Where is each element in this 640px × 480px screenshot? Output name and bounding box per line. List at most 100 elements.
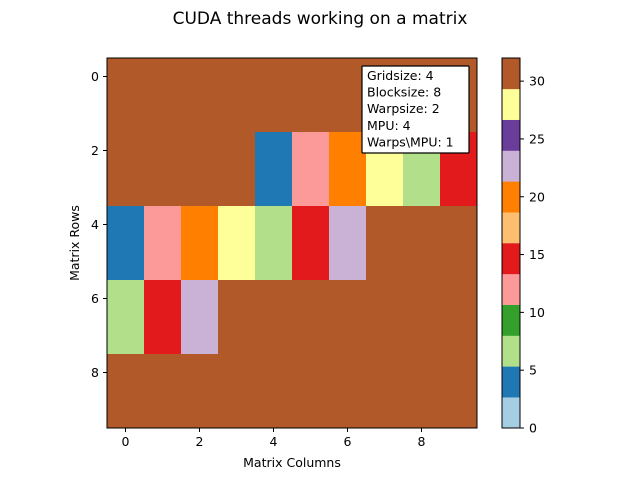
heatmap-cell — [218, 354, 256, 392]
heatmap-cell — [144, 206, 182, 244]
heatmap-cell — [329, 95, 367, 133]
heatmap-cell — [144, 95, 182, 133]
colorbar-tick-label: 25 — [529, 131, 545, 146]
heatmap-cell — [255, 206, 293, 244]
heatmap-cell — [329, 317, 367, 355]
heatmap-cell — [255, 243, 293, 281]
heatmap-cell — [366, 243, 404, 281]
heatmap-cell — [107, 354, 145, 392]
y-tick-label: 6 — [91, 291, 99, 306]
heatmap-cell — [403, 206, 441, 244]
heatmap-cell — [329, 132, 367, 170]
x-tick-label: 6 — [344, 434, 352, 449]
heatmap-cell — [292, 169, 330, 207]
colorbar: 0 5 10 15 20 25 30 — [501, 57, 545, 436]
heatmap-cell — [218, 132, 256, 170]
heatmap-cell — [181, 391, 219, 429]
heatmap-cell — [440, 391, 478, 429]
heatmap-cell — [292, 206, 330, 244]
heatmap-cell — [292, 95, 330, 133]
colorbar-segment — [502, 150, 520, 182]
heatmap-cell — [292, 354, 330, 392]
heatmap-cell — [107, 206, 145, 244]
colorbar-segment — [502, 119, 520, 151]
heatmap-cell — [255, 391, 293, 429]
colorbar-segment — [502, 181, 520, 213]
heatmap-cell — [218, 169, 256, 207]
colorbar-segment — [502, 335, 520, 367]
heatmap-cell — [181, 95, 219, 133]
x-axis-label: Matrix Columns — [243, 455, 341, 470]
colorbar-tick-label: 5 — [529, 363, 537, 378]
annotation-line: Blocksize: 8 — [367, 85, 441, 100]
annotation-line: Warps\MPU: 1 — [367, 134, 454, 149]
heatmap-cell — [144, 243, 182, 281]
y-tick-label: 2 — [91, 143, 99, 158]
annotation-line: Warpsize: 2 — [367, 101, 440, 116]
heatmap-cell — [144, 354, 182, 392]
heatmap-cell — [329, 280, 367, 318]
colorbar-segment — [502, 397, 520, 429]
y-axis-ticks: 0 2 4 6 8 — [91, 69, 107, 380]
heatmap-cell — [292, 391, 330, 429]
heatmap-cell — [292, 280, 330, 318]
heatmap-cell — [292, 317, 330, 355]
colorbar-frame — [501, 57, 521, 429]
heatmap-cell — [366, 317, 404, 355]
heatmap-cell — [366, 354, 404, 392]
heatmap-cell — [218, 243, 256, 281]
heatmap-cell — [366, 280, 404, 318]
heatmap-cell — [292, 243, 330, 281]
colorbar-tick-label: 10 — [529, 305, 545, 320]
heatmap-cell — [107, 391, 145, 429]
heatmap-cell — [440, 243, 478, 281]
colorbar-segment — [502, 88, 520, 120]
heatmap-cell — [329, 169, 367, 207]
plot-frame — [106, 57, 478, 429]
heatmap-cell — [181, 132, 219, 170]
heatmap-cell — [440, 317, 478, 355]
heatmap-cell — [107, 95, 145, 133]
heatmap-cell — [329, 243, 367, 281]
heatmap-cell — [218, 95, 256, 133]
heatmap-cell — [144, 280, 182, 318]
colorbar-tick-label: 20 — [529, 189, 545, 204]
heatmap-cell — [181, 206, 219, 244]
heatmap-cell — [181, 58, 219, 96]
heatmap-cell — [181, 169, 219, 207]
heatmap-cell — [144, 169, 182, 207]
heatmap-cell — [440, 169, 478, 207]
x-tick-label: 0 — [122, 434, 130, 449]
heatmap-cell — [292, 132, 330, 170]
colorbar-segment — [502, 366, 520, 398]
heatmap-cell — [181, 280, 219, 318]
heatmap-cell — [329, 58, 367, 96]
heatmap-cell — [218, 280, 256, 318]
heatmap-cell — [255, 280, 293, 318]
heatmap-cell — [255, 354, 293, 392]
colorbar-tick-label: 30 — [529, 74, 545, 89]
y-tick-label: 4 — [91, 217, 99, 232]
heatmap-cell — [366, 169, 404, 207]
heatmap-cell — [255, 58, 293, 96]
heatmap-cell — [144, 317, 182, 355]
annotation-frame — [361, 65, 470, 154]
heatmap-cell — [218, 317, 256, 355]
annotation-line: MPU: 4 — [367, 118, 411, 133]
heatmap-cell — [181, 243, 219, 281]
colorbar-segment — [502, 273, 520, 305]
colorbar-segment — [502, 212, 520, 244]
heatmap-cell — [255, 169, 293, 207]
chart-title: CUDA threads working on a matrix — [173, 9, 468, 29]
heatmap-cell — [403, 280, 441, 318]
heatmap-cell — [107, 58, 145, 96]
heatmap-cell — [255, 95, 293, 133]
colorbar-tick-label: 0 — [529, 421, 537, 436]
heatmap-cell — [366, 391, 404, 429]
heatmap-cell — [255, 317, 293, 355]
heatmap-cell — [107, 280, 145, 318]
heatmap-cell — [218, 391, 256, 429]
heatmap-cell — [255, 132, 293, 170]
x-axis-ticks: 0 2 4 6 8 — [122, 428, 426, 449]
